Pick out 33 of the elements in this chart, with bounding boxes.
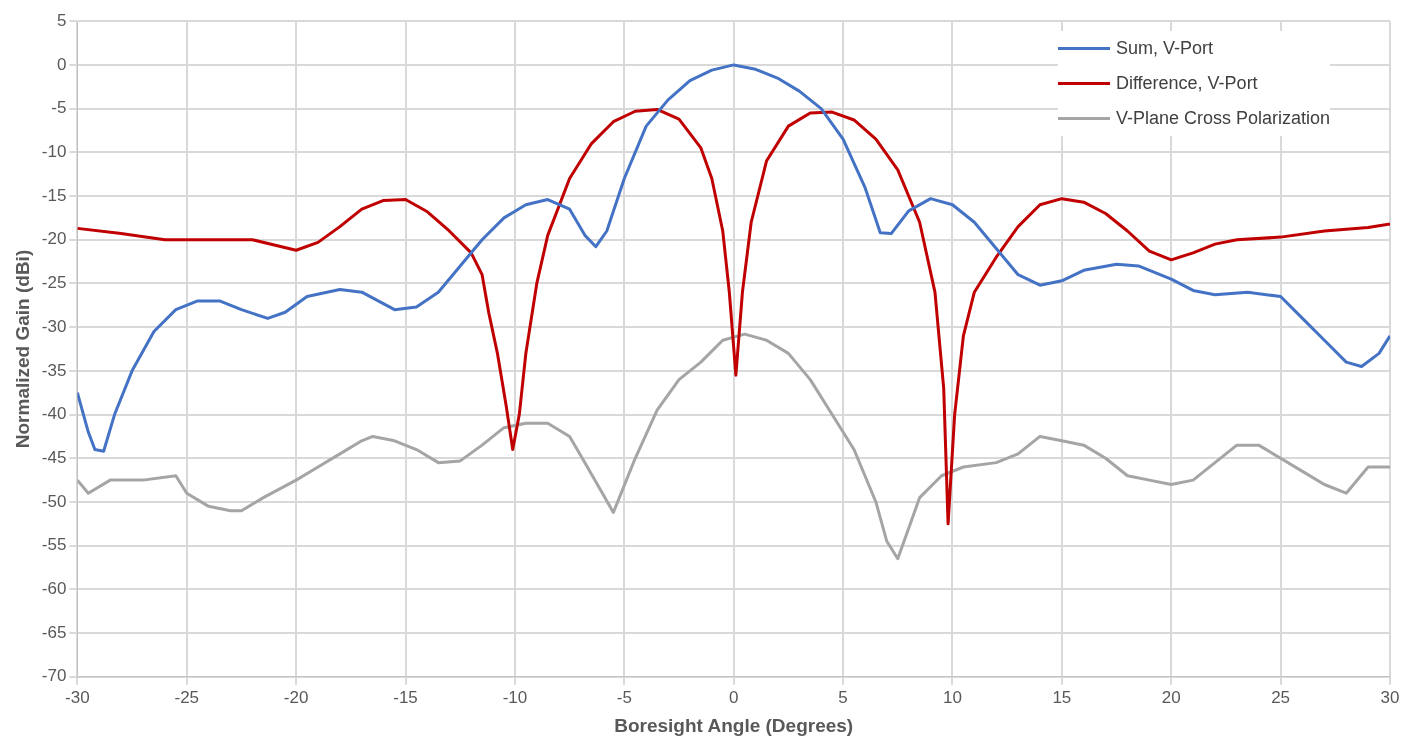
legend-label: Sum, V-Port xyxy=(1115,38,1213,60)
y-tick-label: -15 xyxy=(41,185,67,205)
x-tick-label: -15 xyxy=(393,687,418,707)
y-tick-label: -65 xyxy=(41,622,67,642)
x-tick-label: 30 xyxy=(1380,687,1400,707)
y-tick-label: -5 xyxy=(51,98,67,118)
x-tick-label: 0 xyxy=(728,687,739,707)
x-tick-label: -5 xyxy=(616,687,632,707)
y-tick-label: -60 xyxy=(41,579,67,599)
x-tick-label: 5 xyxy=(838,687,848,707)
y-tick-label: -25 xyxy=(41,273,67,293)
y-tick-label: -35 xyxy=(41,360,67,380)
x-tick-label: 20 xyxy=(1161,687,1181,707)
y-tick-label: -70 xyxy=(41,666,67,686)
y-tick-label: -30 xyxy=(41,316,67,336)
y-tick-label: -40 xyxy=(41,404,67,424)
y-tick-label: -50 xyxy=(41,491,67,511)
x-axis-title: Boresight Angle (Degrees) xyxy=(614,714,854,736)
x-tick-label: -10 xyxy=(502,687,528,707)
x-tick-label: 15 xyxy=(1052,687,1072,707)
legend-label: V-Plane Cross Polarization xyxy=(1115,108,1330,130)
y-tick-label: -20 xyxy=(41,229,67,249)
y-tick-label: -45 xyxy=(41,447,67,467)
legend-label: Difference, V-Port xyxy=(1115,73,1258,95)
x-tick-label: -20 xyxy=(283,687,309,707)
y-tick-label: -55 xyxy=(41,535,67,555)
y-tick-label: -10 xyxy=(41,142,67,162)
y-tick-label: 0 xyxy=(56,54,67,74)
x-tick-label: -25 xyxy=(174,687,200,707)
x-tick-label: 25 xyxy=(1271,687,1291,707)
y-tick-label: 5 xyxy=(56,10,67,30)
y-axis-title: Normalized Gain (dBi) xyxy=(11,249,33,449)
x-tick-label: 10 xyxy=(943,687,962,707)
